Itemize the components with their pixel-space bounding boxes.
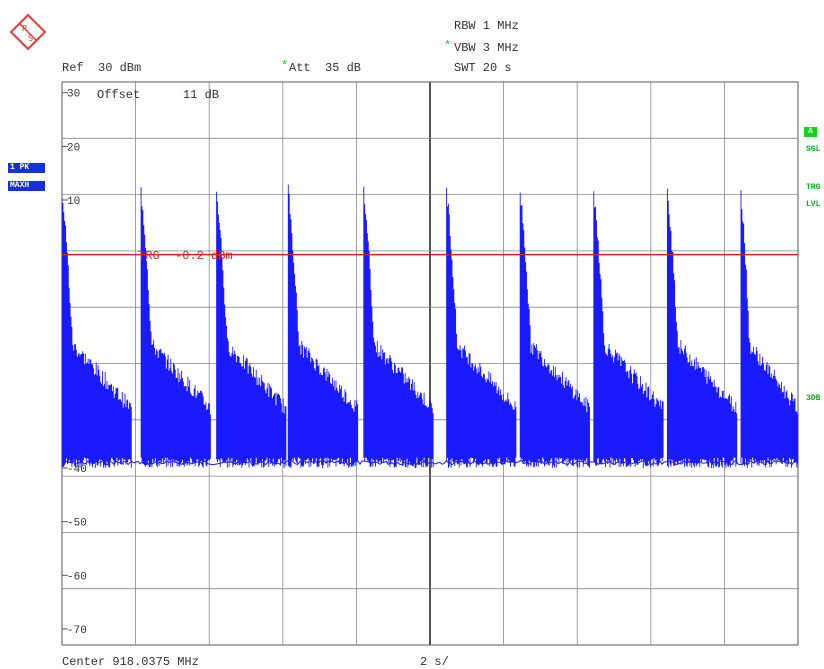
side-label-3db: 3DB <box>806 394 821 403</box>
trace-burst <box>140 187 211 468</box>
att-star: * <box>281 59 289 73</box>
vbw-star: * <box>444 39 452 53</box>
trace-detector-badge: 1 PK <box>8 163 45 173</box>
center-frequency-readout: Center 918.0375 MHz <box>62 655 199 669</box>
trace-burst <box>519 192 590 468</box>
trigger-level-value: -0.2 dBm <box>175 249 233 263</box>
trace-burst <box>61 197 132 469</box>
trace-burst <box>666 188 738 468</box>
trace-burst <box>593 191 664 469</box>
rbw-readout: RBW 1 MHz <box>454 19 519 33</box>
trace-mode-badge: MAXH <box>8 181 45 191</box>
side-label-a: A <box>804 127 817 137</box>
y-tick-label: 10 <box>67 196 80 208</box>
y-tick-label: -50 <box>67 518 87 530</box>
attenuation-readout: Att 35 dB <box>289 61 362 75</box>
side-label-sgl: SGL <box>806 145 821 154</box>
side-label-trg: TRG <box>806 183 821 192</box>
svg-text:S: S <box>28 34 33 43</box>
y-tick-labels: 30 20 10 -40 -50 -60 -70 <box>62 89 87 637</box>
offset-label: Offset <box>97 88 140 102</box>
side-label-lvl: LVL <box>806 200 821 209</box>
trace-burst <box>363 186 434 468</box>
sweep-time-readout: SWT 20 s <box>454 61 512 75</box>
trace-burst <box>740 190 799 468</box>
ref-level-readout: Ref 30 dBm <box>62 61 142 75</box>
trace-burst <box>216 191 287 468</box>
vbw-readout: VBW 3 MHz <box>454 41 519 55</box>
y-tick-label: 30 <box>67 89 80 101</box>
y-tick-label: 20 <box>67 142 80 154</box>
trace-1 <box>61 184 799 469</box>
y-tick-label: -70 <box>67 625 87 637</box>
time-per-division-readout: 2 s/ <box>420 655 449 669</box>
rs-logo: R S <box>9 13 47 51</box>
svg-text:R: R <box>22 24 28 33</box>
y-tick-label: -60 <box>67 571 87 583</box>
offset-value: 11 dB <box>183 88 219 102</box>
trace-burst <box>287 184 359 468</box>
trace-burst <box>446 187 517 468</box>
y-tick-label: -40 <box>67 464 87 476</box>
trigger-level-label: TRG <box>138 249 160 263</box>
